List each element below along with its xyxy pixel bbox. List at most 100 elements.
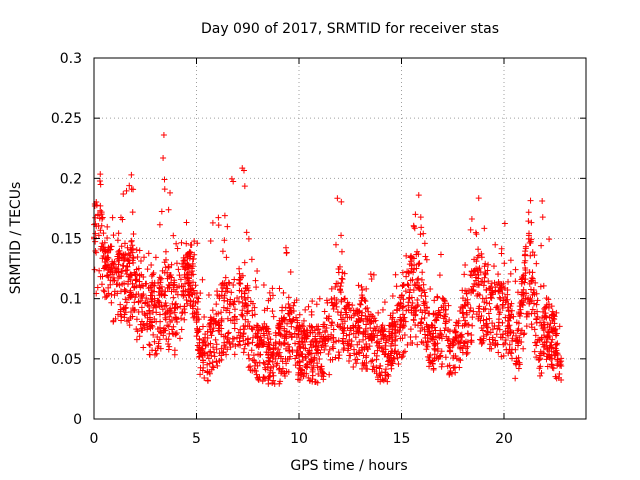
data-point xyxy=(113,265,120,272)
data-point xyxy=(495,349,502,356)
data-point xyxy=(389,330,396,337)
data-point xyxy=(392,321,399,328)
data-point xyxy=(165,206,172,213)
data-point xyxy=(117,301,124,308)
data-point xyxy=(158,275,165,282)
data-point xyxy=(500,280,507,287)
data-point xyxy=(495,316,502,323)
data-point xyxy=(320,333,327,340)
data-point xyxy=(528,219,535,226)
data-point xyxy=(407,277,414,284)
data-point xyxy=(476,292,483,299)
data-point xyxy=(96,267,103,274)
data-point xyxy=(241,345,248,352)
data-point xyxy=(534,313,541,320)
data-point xyxy=(352,356,359,363)
data-point xyxy=(302,353,309,360)
data-point xyxy=(512,278,519,285)
data-point xyxy=(127,271,134,278)
data-point xyxy=(314,364,321,371)
data-point xyxy=(184,274,191,281)
data-point xyxy=(207,317,214,324)
data-point xyxy=(151,338,158,345)
data-point xyxy=(178,283,185,290)
data-point xyxy=(105,290,112,297)
data-point xyxy=(555,374,562,381)
y-tick-label: 0 xyxy=(73,412,82,428)
data-point xyxy=(97,171,104,178)
data-point xyxy=(127,276,134,283)
data-point xyxy=(164,269,171,276)
data-point xyxy=(298,351,305,358)
data-point xyxy=(446,362,453,369)
data-point xyxy=(422,309,429,316)
data-point xyxy=(286,316,293,323)
data-point xyxy=(441,298,448,305)
data-point xyxy=(365,335,372,342)
data-point xyxy=(208,332,215,339)
y-tick-label: 0.1 xyxy=(60,292,82,308)
data-point xyxy=(334,280,341,287)
data-point xyxy=(544,363,551,370)
data-point xyxy=(191,251,198,258)
data-point xyxy=(202,342,209,349)
data-point xyxy=(412,321,419,328)
data-point xyxy=(504,330,511,337)
data-point xyxy=(260,282,267,289)
data-point xyxy=(467,304,474,311)
data-point xyxy=(184,253,191,260)
data-point xyxy=(327,356,334,363)
data-point xyxy=(465,321,472,328)
data-point xyxy=(178,239,185,246)
data-point xyxy=(119,216,126,223)
data-point xyxy=(121,240,128,247)
data-point xyxy=(348,338,355,345)
data-point xyxy=(226,309,233,316)
data-point xyxy=(546,354,553,361)
data-point xyxy=(412,333,419,340)
data-point xyxy=(389,338,396,345)
data-point xyxy=(488,345,495,352)
data-point xyxy=(462,303,469,310)
data-point xyxy=(202,342,209,349)
data-point xyxy=(470,288,477,295)
data-point xyxy=(288,309,295,316)
data-point xyxy=(404,341,411,348)
data-point xyxy=(186,292,193,299)
data-point xyxy=(337,312,344,319)
data-point xyxy=(219,248,226,255)
data-point xyxy=(328,296,335,303)
data-point xyxy=(549,336,556,343)
data-point xyxy=(256,338,263,345)
data-point xyxy=(124,244,131,251)
data-point xyxy=(146,341,153,348)
data-point xyxy=(92,238,99,245)
data-point xyxy=(248,325,255,332)
data-point xyxy=(285,301,292,308)
data-point xyxy=(417,327,424,334)
data-point xyxy=(400,296,407,303)
data-point xyxy=(265,358,272,365)
data-point xyxy=(488,295,495,302)
data-point xyxy=(137,321,144,328)
data-point xyxy=(226,340,233,347)
data-point xyxy=(412,304,419,311)
data-point xyxy=(210,344,217,351)
data-point xyxy=(299,367,306,374)
data-point xyxy=(204,361,211,368)
data-point xyxy=(314,379,321,386)
data-point xyxy=(362,305,369,312)
data-point xyxy=(552,341,559,348)
data-point xyxy=(195,311,202,318)
data-point xyxy=(460,309,467,316)
data-point xyxy=(516,309,523,316)
data-point xyxy=(159,267,166,274)
data-point xyxy=(431,324,438,331)
data-point xyxy=(207,326,214,333)
data-point xyxy=(370,271,377,278)
data-point xyxy=(417,214,424,221)
data-point xyxy=(190,302,197,309)
data-point xyxy=(338,198,345,205)
data-point xyxy=(459,287,466,294)
data-point xyxy=(486,285,493,292)
